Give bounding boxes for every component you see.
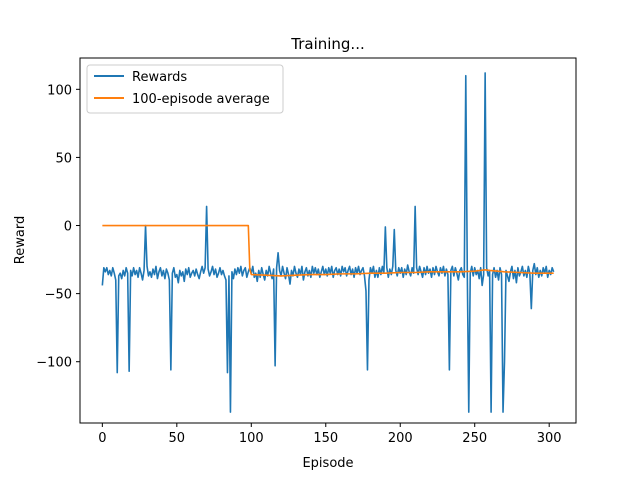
x-tick-label: 50 — [169, 431, 186, 446]
x-axis-label: Episode — [302, 456, 353, 471]
y-tick-label: −50 — [45, 288, 72, 303]
series-layer — [102, 73, 553, 412]
x-tick-label: 0 — [98, 431, 106, 446]
y-tick-label: 50 — [55, 151, 72, 166]
y-tick-label: 0 — [64, 220, 72, 235]
series-line-rewards — [102, 73, 553, 412]
legend-label-average: 100-episode average — [132, 92, 270, 107]
legend: Rewards 100-episode average — [87, 65, 283, 113]
y-axis-label: Reward — [13, 216, 28, 264]
y-tick-label: 100 — [47, 83, 72, 98]
x-axis: 0 50 100 150 200 250 300 — [98, 423, 561, 446]
chart-title: Training... — [290, 35, 365, 53]
x-tick-label: 300 — [537, 431, 562, 446]
x-tick-label: 250 — [462, 431, 487, 446]
y-tick-label: −100 — [36, 356, 72, 371]
y-axis: −100 −50 0 50 100 — [36, 83, 80, 370]
legend-label-rewards: Rewards — [132, 70, 187, 85]
x-tick-label: 100 — [239, 431, 264, 446]
x-tick-label: 200 — [388, 431, 413, 446]
x-tick-label: 150 — [313, 431, 338, 446]
